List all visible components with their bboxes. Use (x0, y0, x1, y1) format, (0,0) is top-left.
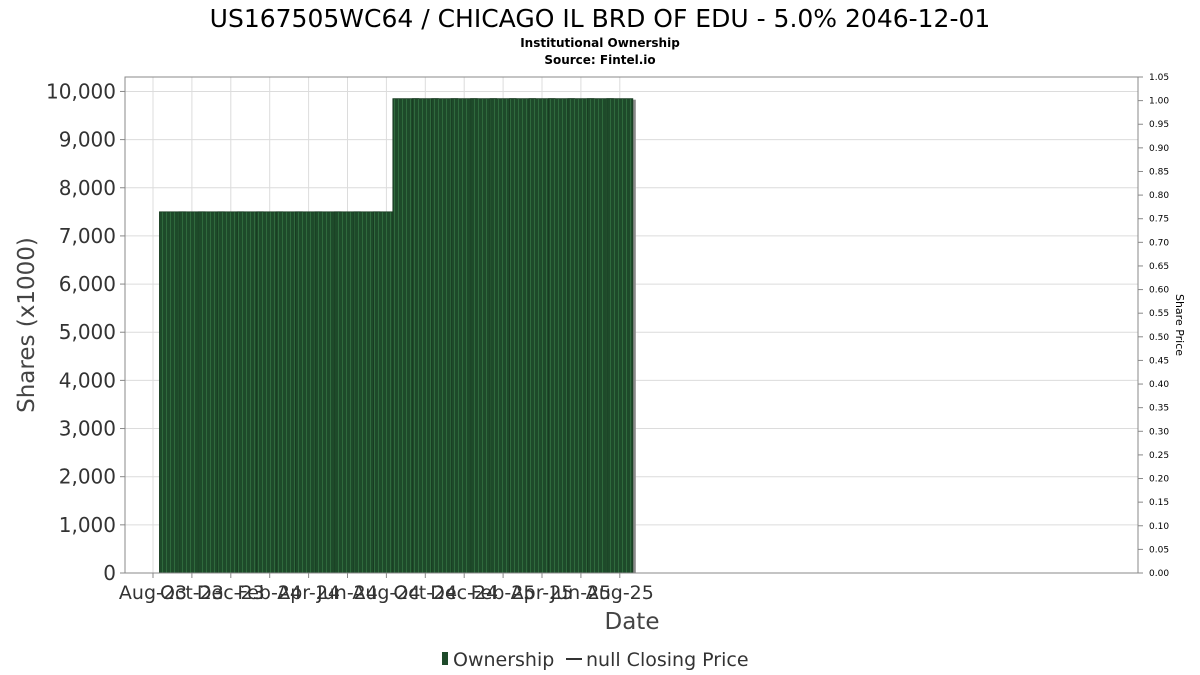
x-tick-label: Dec-23 (197, 582, 265, 604)
y2-tick-label: 0.55 (1149, 309, 1169, 319)
y-tick-label: 2,000 (59, 465, 116, 489)
y2-tick-label: 0.00 (1149, 569, 1169, 579)
y2-axis-ticks: 0.00 0.05 0.10 0.15 0.20 0.25 0.30 0.35 0.40 0.45… (1138, 73, 1169, 579)
x-tick-label: Aug-23 (119, 582, 187, 604)
y2-tick-label: 0.75 (1149, 215, 1169, 225)
x-tick-label: Apr-24 (277, 582, 340, 604)
x-tick-label: Dec-24 (430, 582, 498, 604)
y2-tick-label: 0.35 (1149, 404, 1169, 414)
y2-tick-label: 0.20 (1149, 475, 1169, 485)
bars-group (159, 98, 636, 574)
x-tick-label: Apr-25 (511, 582, 574, 604)
x-tick-label: Feb-24 (237, 582, 302, 604)
chart-subtitle-line-1: Institutional Ownership (520, 36, 680, 50)
y-tick-label: 7,000 (59, 224, 116, 248)
y2-tick-label: 1.00 (1149, 97, 1169, 107)
x-tick-label: Feb-25 (471, 582, 536, 604)
plot-area-frame (124, 76, 1139, 574)
x-axis-ticks: Aug-23Oct-23Dec-23Feb-24Apr-24Jun-24Aug-… (119, 573, 654, 604)
y-axis-label: Shares (x1000) (14, 237, 40, 413)
y-tick-label: 3,000 (59, 417, 116, 441)
y-tick-label: 4,000 (59, 368, 116, 392)
y2-tick-label: 1.05 (1149, 73, 1169, 83)
y2-tick-label: 0.45 (1149, 356, 1169, 366)
x-axis-label: Date (605, 609, 660, 635)
x-tick-label: Jun-24 (316, 582, 378, 604)
y-axis-ticks: 0 1,000 2,000 3,000 4,000 5,000 6,000 7,000 8,00… (46, 79, 125, 585)
ownership-bar (606, 98, 634, 574)
y-tick-label: 5,000 (59, 320, 116, 344)
x-tick-label: Oct-23 (160, 582, 224, 604)
x-tick-label: Jun-25 (550, 582, 612, 604)
y2-tick-label: 0.90 (1149, 144, 1169, 154)
y2-tick-label: 0.70 (1149, 238, 1169, 248)
x-tick-label: Aug-25 (586, 582, 654, 604)
y2-tick-label: 0.25 (1149, 451, 1169, 461)
y2-tick-label: 0.30 (1149, 427, 1169, 437)
chart-title: US167505WC64 / CHICAGO IL BRD OF EDU - 5… (210, 4, 991, 33)
y2-tick-label: 0.40 (1149, 380, 1169, 390)
y-tick-label: 0 (103, 561, 116, 585)
y2-tick-label: 0.15 (1149, 498, 1169, 508)
y-tick-label: 8,000 (59, 176, 116, 200)
y2-tick-label: 0.80 (1149, 191, 1169, 201)
y-tick-label: 1,000 (59, 513, 116, 537)
y-tick-label: 9,000 (59, 128, 116, 152)
y2-tick-label: 0.85 (1149, 167, 1169, 177)
y2-tick-label: 0.65 (1149, 262, 1169, 272)
y2-tick-label: 0.10 (1149, 522, 1169, 532)
y-tick-label: 10,000 (46, 79, 116, 103)
y2-tick-label: 0.50 (1149, 333, 1169, 343)
legend-ownership-swatch (442, 652, 448, 665)
legend: Ownership null Closing Price (442, 649, 749, 671)
x-tick-label: Aug-24 (352, 582, 420, 604)
y2-axis-label: Share Price (1173, 294, 1186, 356)
y-tick-label: 6,000 (59, 272, 116, 296)
x-tick-label: Oct-24 (393, 582, 457, 604)
y2-tick-label: 0.95 (1149, 120, 1169, 130)
legend-ownership-label: Ownership (453, 649, 554, 671)
chart-subtitle-line-2: Source: Fintel.io (544, 53, 655, 67)
y2-tick-label: 0.05 (1149, 545, 1169, 555)
y2-tick-label: 0.60 (1149, 286, 1169, 296)
legend-price-label: null Closing Price (586, 649, 749, 671)
